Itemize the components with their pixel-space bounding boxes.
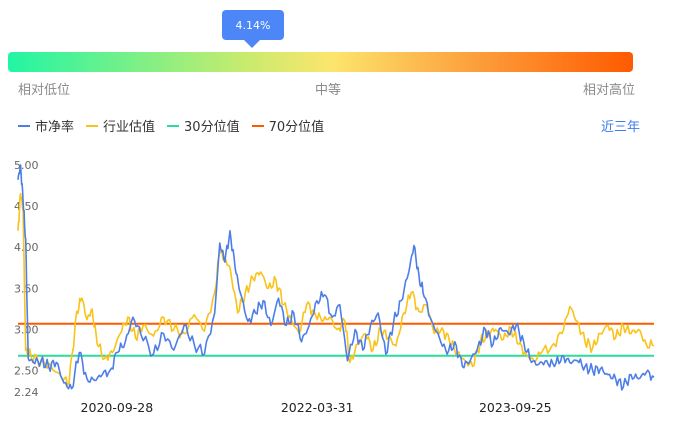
x-tick-label: 2020-09-28 xyxy=(81,400,154,415)
legend-label: 行业估值 xyxy=(103,120,156,135)
y-tick-label: 5.00 xyxy=(14,159,39,172)
scale-label-high: 相对高位 xyxy=(583,83,636,98)
legend-item-pb[interactable]: 市净率 xyxy=(18,116,74,135)
legend-swatch-icon xyxy=(18,124,30,127)
legend-label: 市净率 xyxy=(35,120,75,135)
scale-label-mid: 中等 xyxy=(315,83,342,98)
chart-legend: 市净率 行业估值 30分位值 70分位值 xyxy=(18,116,336,135)
legend-swatch-icon xyxy=(167,124,180,127)
legend-item-p70[interactable]: 70分位值 xyxy=(251,116,325,135)
legend-label: 30分位值 xyxy=(184,120,240,135)
legend-item-industry[interactable]: 行业估值 xyxy=(86,116,155,135)
percentile-gradient-bar xyxy=(8,52,633,72)
series-line-0 xyxy=(17,164,655,391)
legend-item-p30[interactable]: 30分位值 xyxy=(167,116,240,135)
scale-label-low: 相对低位 xyxy=(18,83,71,98)
legend-swatch-icon xyxy=(86,124,99,127)
time-range-selector[interactable]: 近三年 xyxy=(600,120,640,135)
y-tick-label: 2.24 xyxy=(14,386,39,399)
x-tick-label: 2022-03-31 xyxy=(281,400,354,415)
legend-swatch-icon xyxy=(251,124,264,127)
series-line-1 xyxy=(17,193,655,387)
percentile-tooltip: 4.14% xyxy=(222,10,284,48)
y-tick-label: 3.00 xyxy=(14,323,39,336)
x-tick-label: 2023-09-25 xyxy=(479,400,552,415)
y-tick-label: 4.50 xyxy=(14,200,39,213)
y-tick-label: 2.50 xyxy=(14,365,39,378)
legend-label: 70分位值 xyxy=(268,120,325,135)
